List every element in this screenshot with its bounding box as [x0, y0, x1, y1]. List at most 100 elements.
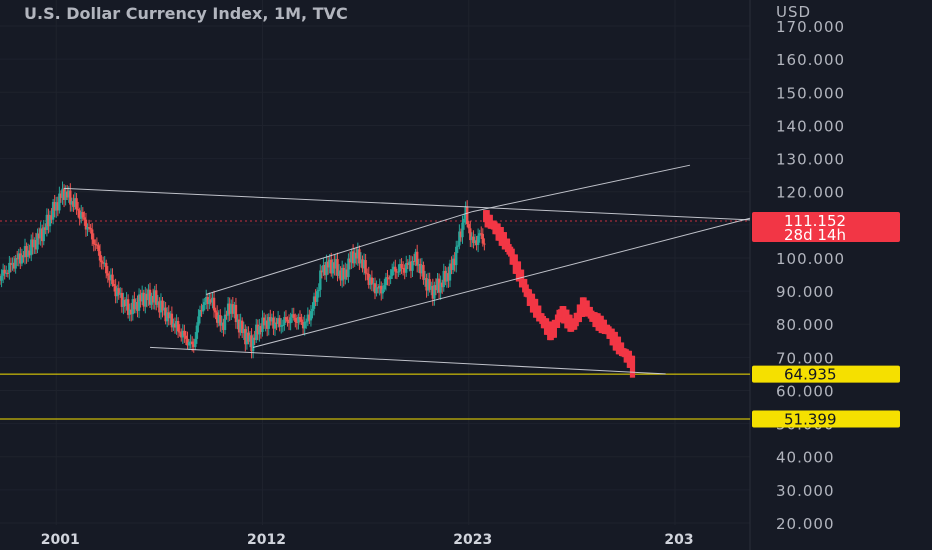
trend-line	[206, 211, 473, 295]
candle-body	[462, 218, 466, 223]
candle-body	[158, 301, 161, 313]
candle-body	[401, 267, 405, 269]
time-axis[interactable]: 2001 2012 2023 203	[41, 532, 694, 548]
trend-line	[149, 346, 666, 375]
candle-body	[22, 255, 25, 258]
candle-body	[423, 278, 427, 280]
candle-body	[170, 313, 174, 328]
candle-body	[370, 277, 374, 285]
candle-body	[139, 294, 142, 302]
candle-body	[55, 202, 58, 211]
candle-body	[106, 273, 110, 276]
y-tick-label: 150.000	[776, 84, 845, 102]
candle-body	[278, 318, 281, 327]
candle-body	[472, 236, 475, 243]
candle-body	[156, 301, 160, 305]
y-tick-label: 160.000	[776, 51, 845, 69]
candle-body	[70, 201, 74, 205]
candle-body	[130, 309, 133, 315]
candle-body	[119, 292, 122, 295]
candle-body	[331, 262, 335, 274]
projection-candles	[483, 210, 636, 378]
candle-body	[247, 332, 250, 342]
candle-body	[140, 292, 144, 302]
candle-body	[194, 338, 197, 347]
candle-body	[364, 260, 367, 274]
candle-body	[334, 259, 338, 269]
projection-candle	[551, 319, 557, 338]
candle-body	[95, 244, 99, 246]
candle-body	[201, 304, 205, 312]
candle-body	[111, 274, 114, 284]
candle-body	[234, 304, 238, 323]
y-tick-label: 100.000	[776, 250, 845, 268]
candle-body	[392, 266, 395, 270]
candle-body	[81, 212, 85, 218]
candle-body	[284, 317, 288, 320]
candle-body	[394, 266, 397, 272]
candle-body	[219, 315, 222, 326]
price-badge: 64.935	[752, 365, 900, 384]
candle-body	[153, 290, 156, 303]
candle-body	[175, 320, 178, 328]
candle-body	[226, 303, 230, 316]
candle-body	[290, 314, 294, 318]
candle-body	[376, 287, 380, 289]
candle-body	[400, 264, 403, 268]
candle-body	[264, 320, 267, 326]
candle-body	[384, 277, 388, 286]
price-badge-bg	[752, 410, 900, 428]
candle-body	[300, 319, 303, 322]
candle-body	[230, 304, 233, 314]
candle-body	[67, 190, 70, 198]
candle-body	[348, 258, 352, 263]
candle-body	[240, 320, 244, 333]
trend-lines	[63, 164, 751, 375]
candle-body	[439, 282, 442, 293]
candle-body	[294, 317, 297, 322]
candle-body	[250, 335, 253, 352]
candle-body	[39, 228, 42, 239]
candle-body	[217, 315, 220, 323]
candle-body	[375, 287, 378, 294]
candle-body	[269, 317, 272, 322]
currency-label: USD	[776, 3, 811, 21]
candle-body	[367, 274, 370, 285]
candle-body	[131, 299, 135, 315]
candle-body	[45, 214, 49, 231]
price-badge-bg	[752, 365, 900, 383]
candle-body	[80, 212, 83, 219]
candle-body	[436, 278, 439, 291]
candle-body	[105, 262, 108, 274]
candle-body	[76, 209, 80, 211]
candle-body	[473, 240, 477, 243]
candle-body	[189, 341, 192, 343]
candle-body	[336, 259, 339, 276]
candle-body	[0, 275, 3, 281]
candle-body	[281, 324, 285, 326]
candle-body	[142, 292, 145, 307]
candle-body	[276, 318, 280, 324]
candle-body	[122, 299, 125, 307]
candle-body	[351, 251, 355, 264]
candle-body	[94, 244, 97, 246]
x-tick-label: 2001	[41, 532, 80, 548]
candle-body	[89, 227, 92, 230]
candle-body	[433, 285, 436, 299]
candle-body	[220, 322, 224, 326]
candle-body	[287, 321, 291, 324]
price-badge-label: 111.152	[784, 212, 846, 230]
candle-body	[5, 272, 8, 274]
candle-body	[172, 323, 175, 328]
candle-body	[464, 207, 467, 219]
candle-body	[286, 319, 289, 322]
candle-body	[328, 259, 331, 268]
candle-body	[115, 288, 119, 297]
candle-body	[123, 299, 127, 307]
candle-body	[237, 319, 241, 333]
candle-body	[337, 270, 341, 276]
candle-body	[458, 231, 461, 246]
candle-body	[434, 285, 438, 291]
